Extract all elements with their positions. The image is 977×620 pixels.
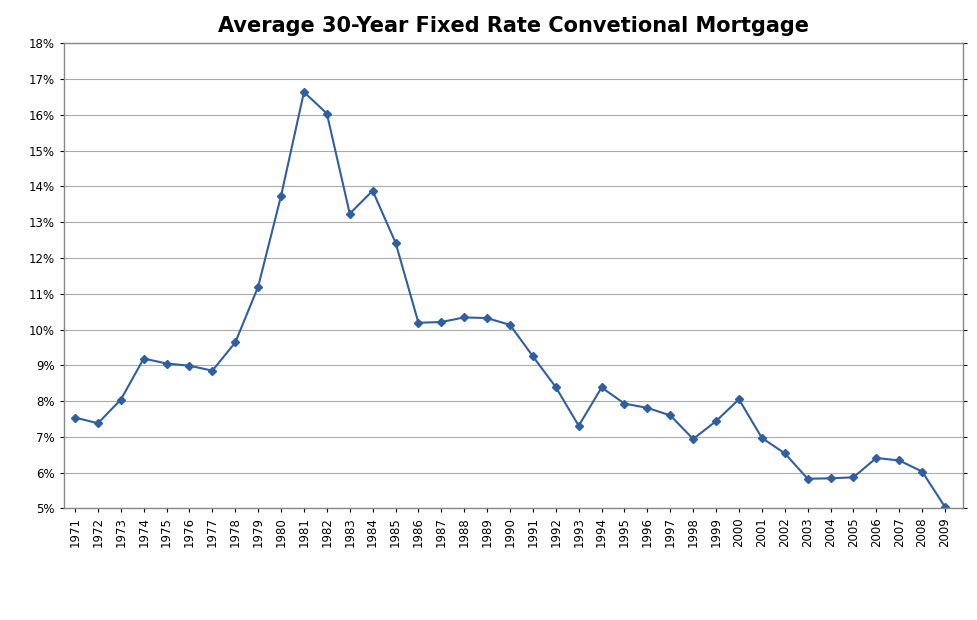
Title: Average 30-Year Fixed Rate Convetional Mortgage: Average 30-Year Fixed Rate Convetional M… [218, 16, 808, 37]
